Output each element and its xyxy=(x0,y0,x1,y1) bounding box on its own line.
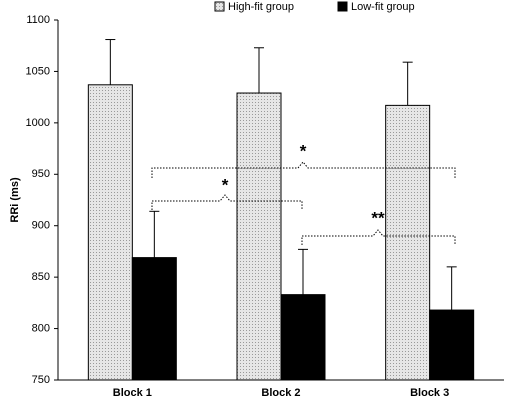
annotation: ** xyxy=(371,208,385,227)
bar xyxy=(429,309,475,381)
y-tick-label: 1050 xyxy=(26,65,50,77)
annotation: * xyxy=(222,175,229,194)
y-tick-label: 750 xyxy=(32,374,50,386)
y-tick-label: 1100 xyxy=(26,14,50,26)
legend-swatch xyxy=(337,1,348,12)
significance-brackets: * * ** xyxy=(151,141,456,245)
bracket xyxy=(301,229,456,245)
legend-label: High-fit group xyxy=(228,1,294,13)
bar xyxy=(236,92,282,381)
bar xyxy=(131,257,177,381)
legend-label: Low-fit group xyxy=(351,1,415,13)
y-tick-label: 950 xyxy=(32,168,50,180)
bracket xyxy=(151,194,303,210)
x-tick-label: Block 2 xyxy=(261,387,300,399)
y-axis-label: RRi (ms) xyxy=(9,177,21,223)
y-tick-label: 900 xyxy=(32,220,50,232)
x-tick-label: Block 1 xyxy=(113,387,152,399)
y-tick-label: 800 xyxy=(32,322,50,334)
x-tick-label: Block 3 xyxy=(410,387,449,399)
bar xyxy=(280,294,326,381)
annotation: * xyxy=(300,141,307,160)
bar xyxy=(385,104,431,381)
y-tick-label: 1000 xyxy=(26,117,50,129)
y-tick-label: 850 xyxy=(32,271,50,283)
bar xyxy=(87,84,133,381)
legend-swatch xyxy=(214,1,225,12)
bracket xyxy=(151,161,456,178)
